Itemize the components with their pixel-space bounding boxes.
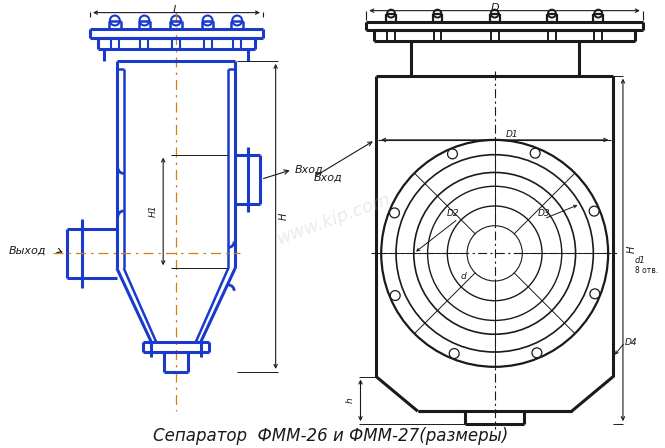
Text: Вход: Вход	[314, 172, 343, 182]
Circle shape	[448, 149, 458, 159]
Text: www.kip.com: www.kip.com	[275, 190, 393, 248]
Circle shape	[530, 148, 540, 158]
Text: L: L	[173, 4, 179, 15]
Text: D2: D2	[447, 209, 460, 218]
Circle shape	[532, 348, 542, 358]
Text: H: H	[279, 212, 289, 220]
Circle shape	[589, 206, 599, 216]
Text: 8 отв.: 8 отв.	[635, 266, 658, 275]
Circle shape	[450, 349, 459, 358]
Text: Сепаратор  ФММ-26 и ФММ-27(размеры): Сепаратор ФММ-26 и ФММ-27(размеры)	[153, 427, 509, 445]
Text: D3: D3	[538, 209, 551, 218]
Text: H1: H1	[149, 205, 158, 217]
Text: D4: D4	[625, 338, 638, 347]
Text: Выход: Выход	[8, 246, 46, 255]
Text: h: h	[346, 397, 355, 403]
Text: Вход: Вход	[295, 164, 323, 174]
Text: d1: d1	[635, 256, 646, 265]
Circle shape	[390, 208, 400, 218]
Text: H: H	[627, 246, 637, 253]
Text: D: D	[490, 3, 499, 13]
Text: d: d	[460, 271, 466, 280]
Circle shape	[590, 289, 600, 299]
Circle shape	[390, 291, 400, 301]
Text: D1: D1	[506, 130, 519, 139]
